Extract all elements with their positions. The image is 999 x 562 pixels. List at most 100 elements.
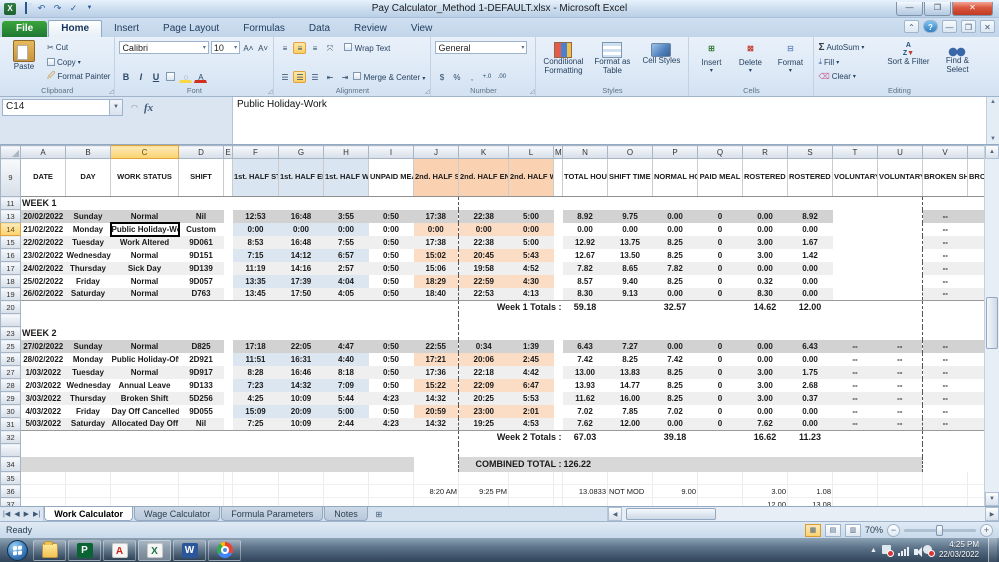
cell-W[interactable] <box>968 314 985 327</box>
workbook-minimize-button[interactable]: — <box>942 20 957 33</box>
cell-R20[interactable]: 14.62 <box>742 300 788 314</box>
row-header-26[interactable]: 26 <box>0 352 21 366</box>
cell-E32[interactable] <box>223 430 233 444</box>
col-header-C[interactable]: C <box>110 145 179 159</box>
cell-P37[interactable] <box>652 497 698 506</box>
cell-P9[interactable]: NORMAL HOURS PAID <box>652 158 698 197</box>
row-header-34[interactable]: 34 <box>0 456 21 472</box>
cell-I20[interactable] <box>368 300 414 314</box>
cell-R[interactable] <box>743 444 788 457</box>
cell-Q35[interactable] <box>697 471 743 485</box>
cell-F26[interactable]: 11:51 <box>232 352 279 366</box>
cell-N36[interactable]: 13.0833 <box>562 484 608 498</box>
cell-N14[interactable]: 0.00 <box>562 222 608 236</box>
cell-B31[interactable]: Saturday <box>65 417 111 431</box>
cell-B36[interactable] <box>65 484 111 498</box>
tab-formulas[interactable]: Formulas <box>243 23 285 34</box>
cell-N23[interactable] <box>563 327 608 340</box>
cell-O26[interactable]: 8.25 <box>607 352 653 366</box>
cell-L29[interactable]: 5:53 <box>508 391 554 405</box>
cell-U30[interactable]: -- <box>877 404 923 418</box>
cell-H14[interactable]: 0:00 <box>323 222 369 236</box>
cell-G36[interactable] <box>278 484 324 498</box>
cell-U9[interactable]: VOLUNTARY OVERTIM <box>877 158 923 197</box>
cell-O34[interactable] <box>607 456 653 472</box>
cell-N32[interactable]: 67.03 <box>562 430 608 444</box>
redo-icon[interactable]: ↷ <box>53 3 62 13</box>
cell-D20[interactable] <box>178 300 224 314</box>
col-header-E[interactable]: E <box>223 145 233 159</box>
cell-D25[interactable]: D825 <box>178 339 224 353</box>
cell-S34[interactable] <box>787 456 833 472</box>
row-header-19[interactable]: 19 <box>0 287 21 301</box>
bold-button[interactable]: B <box>122 71 130 82</box>
cell-M28[interactable] <box>553 378 563 392</box>
conditional-formatting-button[interactable]: Conditional Formatting <box>540 39 586 85</box>
cell-Q[interactable] <box>698 444 743 457</box>
cell-F23[interactable] <box>233 327 279 340</box>
cell-T35[interactable] <box>832 471 878 485</box>
row-header-13[interactable]: 13 <box>0 209 21 223</box>
col-header-U[interactable]: U <box>877 145 923 159</box>
cell-B30[interactable]: Friday <box>65 404 111 418</box>
cell-W9[interactable]: BROKEN SHIFT PENALTY <box>967 158 985 197</box>
cell-D30[interactable]: 9D055 <box>178 404 224 418</box>
cell-D14[interactable]: Custom <box>178 222 224 236</box>
cell-V15[interactable]: -- <box>922 235 968 249</box>
cell-L19[interactable]: 4:13 <box>508 287 554 301</box>
cell-B26[interactable]: Monday <box>65 352 111 366</box>
cell-B17[interactable]: Thursday <box>65 261 111 275</box>
cell-V34[interactable] <box>922 456 968 472</box>
cell-F13[interactable]: 12:53 <box>232 209 279 223</box>
cell-F27[interactable]: 8:28 <box>232 365 279 379</box>
cell-K14[interactable]: 0:00 <box>458 222 509 236</box>
cell-N20[interactable]: 59.18 <box>562 300 608 314</box>
cell-W26[interactable] <box>967 352 985 366</box>
cell-C19[interactable]: Normal <box>110 287 179 301</box>
cell-K19[interactable]: 22:53 <box>458 287 509 301</box>
cell-Q31[interactable]: 0 <box>697 417 743 431</box>
cell-D19[interactable]: D763 <box>178 287 224 301</box>
cell-P28[interactable]: 8.25 <box>652 378 698 392</box>
cell-I36[interactable] <box>368 484 414 498</box>
row-header-11[interactable]: 11 <box>0 196 21 210</box>
cell-E[interactable] <box>224 444 233 457</box>
cell-E28[interactable] <box>223 378 233 392</box>
cell-P26[interactable]: 7.42 <box>652 352 698 366</box>
cell-K16[interactable]: 20:45 <box>458 248 509 262</box>
cell-C9[interactable]: WORK STATUS <box>110 158 179 197</box>
cell-F37[interactable] <box>232 497 279 506</box>
cell-H34[interactable] <box>323 456 369 472</box>
tab-page-layout[interactable]: Page Layout <box>163 23 220 34</box>
number-dialog-launcher[interactable]: ◿ <box>529 89 535 95</box>
cell-L18[interactable]: 4:30 <box>508 274 554 288</box>
cell-Q27[interactable]: 0 <box>697 365 743 379</box>
cell-B15[interactable]: Tuesday <box>65 235 111 249</box>
cell-T37[interactable] <box>832 497 878 506</box>
cell-M16[interactable] <box>553 248 563 262</box>
cell-W31[interactable] <box>967 417 985 431</box>
cell-G[interactable] <box>279 314 324 327</box>
cell-G35[interactable] <box>278 471 324 485</box>
cell-S28[interactable]: 2.68 <box>787 378 833 392</box>
cell-E17[interactable] <box>223 261 233 275</box>
cell-T14[interactable] <box>832 222 878 236</box>
cell-M17[interactable] <box>553 261 563 275</box>
cell-G34[interactable] <box>278 456 324 472</box>
cell-O27[interactable]: 13.83 <box>607 365 653 379</box>
cell-D36[interactable] <box>178 484 224 498</box>
col-header-S[interactable]: S <box>787 145 833 159</box>
tab-insert[interactable]: Insert <box>114 23 140 34</box>
cell-U36[interactable] <box>877 484 923 498</box>
sheet-tab-formula-parameters[interactable]: Formula Parameters <box>221 507 324 521</box>
font-family-combo[interactable]: Calibri ▾ <box>119 41 209 54</box>
italic-button[interactable]: I <box>139 71 143 82</box>
row-header-gap[interactable] <box>0 443 21 457</box>
cell-U25[interactable]: -- <box>877 339 923 353</box>
cell-L23[interactable] <box>509 327 554 340</box>
tab-view[interactable]: View <box>410 23 433 34</box>
cell-P18[interactable]: 8.25 <box>652 274 698 288</box>
cell-W17[interactable] <box>967 261 985 275</box>
cell-V30[interactable]: -- <box>922 404 968 418</box>
cell-S14[interactable]: 0.00 <box>787 222 833 236</box>
